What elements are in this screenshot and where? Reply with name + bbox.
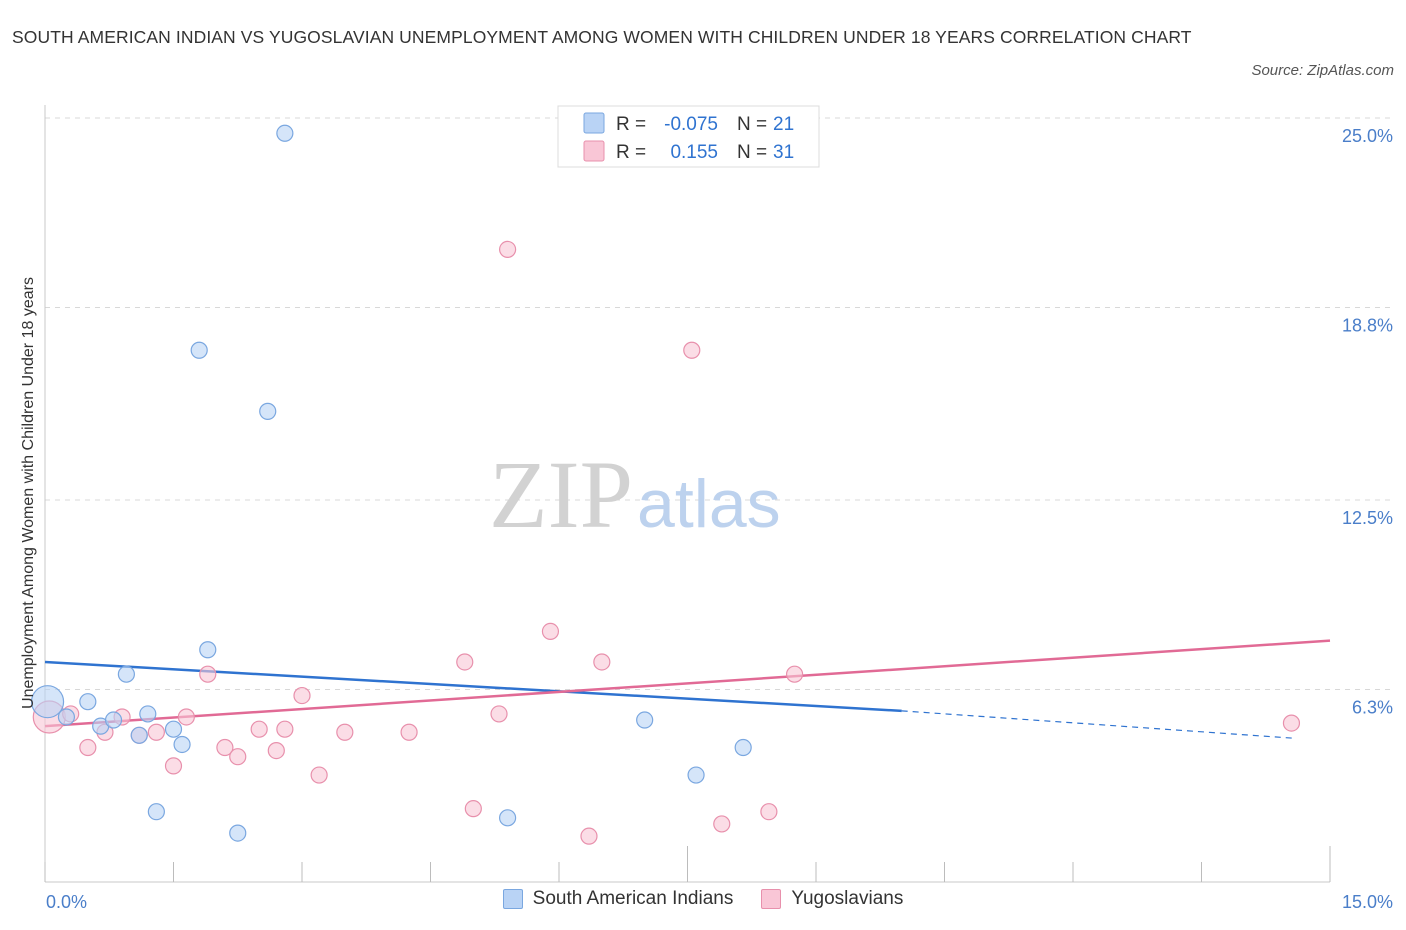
yugoslavian-point <box>79 738 97 757</box>
yugoslavian-point <box>785 665 804 683</box>
yugoslavian-point <box>229 748 247 766</box>
yugoslavian-point <box>147 723 165 741</box>
yugoslavian-point <box>276 720 294 738</box>
south-american-indian-point <box>259 402 277 420</box>
south-american-indian-point <box>199 641 217 659</box>
chart-title: SOUTH AMERICAN INDIAN VS YUGOSLAVIAN UNE… <box>12 27 1192 47</box>
south-american-indian-point <box>79 693 97 711</box>
yugoslavian-point <box>164 757 183 775</box>
legend-r-label: R = <box>616 114 646 135</box>
yugoslavian-point <box>760 803 778 821</box>
x-tick-label: 15.0% <box>1342 892 1393 912</box>
legend-item-south-american-indians: South American Indians <box>502 888 734 910</box>
yugoslavian-point <box>310 766 328 784</box>
south-american-indian-trendline <box>44 660 902 713</box>
yugoslavian-trendline <box>44 639 1331 728</box>
correlation-legend: R = -0.075 N = 21 R = 0.155 N = 31 <box>557 105 820 168</box>
legend-label: Yugoslavians <box>791 888 904 909</box>
south-american-indian-point <box>117 665 135 683</box>
south-american-indian-point <box>164 720 183 738</box>
south-american-indian-point <box>30 685 65 719</box>
south-american-indian-point <box>687 766 705 784</box>
yugoslavian-point <box>336 723 354 741</box>
legend-n-label: N = <box>737 114 767 135</box>
yugoslavian-point <box>177 708 195 726</box>
y-tick-label: 12.5% <box>1342 508 1393 528</box>
south-american-indian-point <box>734 738 752 757</box>
legend-r-value: -0.075 <box>664 114 718 135</box>
yugoslavian-point <box>250 720 268 738</box>
yugoslavian-point <box>580 827 598 845</box>
yugoslavian-point <box>456 653 474 671</box>
yugoslavian-point <box>199 665 217 683</box>
south-american-indian-point <box>190 341 208 359</box>
south-american-indian-point <box>173 735 191 754</box>
legend-label: South American Indians <box>532 888 734 909</box>
yugoslavian-point <box>400 723 418 741</box>
legend-swatch-blue <box>583 112 605 134</box>
y-tick-label: 6.3% <box>1352 697 1393 717</box>
yugoslavian-point <box>683 341 701 359</box>
y-axis-label: Unemployment Among Women with Children U… <box>20 277 37 709</box>
y-tick-label: 18.8% <box>1342 315 1393 335</box>
yugoslavian-point <box>267 741 285 760</box>
south-american-indian-point <box>499 809 517 827</box>
yugoslavian-point <box>541 622 560 641</box>
yugoslavian-point <box>293 686 311 705</box>
svg-text:ZIP: ZIP <box>489 441 633 548</box>
legend-n-value: 21 <box>773 114 794 135</box>
series-legend: South American Indians Yugoslavians <box>0 888 1406 910</box>
south-american-indian-point <box>104 711 123 729</box>
yugoslavian-point <box>713 815 731 833</box>
legend-swatch-pink <box>761 889 782 909</box>
south-american-indian-point <box>276 124 294 142</box>
source-label: Source: ZipAtlas.com <box>1251 62 1394 79</box>
yugoslavian-point <box>490 705 508 723</box>
south-american-indian-point <box>57 708 76 726</box>
legend-r-value: 0.155 <box>670 142 718 163</box>
legend-swatch-blue <box>502 889 523 909</box>
yugoslavian-point <box>593 653 611 671</box>
yugoslavian-point <box>499 240 517 259</box>
yugoslavian-point <box>464 800 482 818</box>
south-american-indian-point <box>636 711 654 729</box>
south-american-indian-point <box>130 726 148 744</box>
legend-n-label: N = <box>737 142 767 163</box>
yugoslavian-point <box>1282 714 1301 732</box>
legend-swatch-pink <box>583 140 605 162</box>
south-american-indian-point <box>147 803 165 821</box>
yugoslavian-point <box>216 738 234 757</box>
y-tick-label: 25.0% <box>1342 126 1393 146</box>
legend-item-yugoslavians: Yugoslavians <box>761 888 903 910</box>
south-american-indian-point <box>139 705 157 723</box>
south-american-indian-trendline-extension <box>901 710 1296 739</box>
legend-n-value: 31 <box>773 142 794 163</box>
legend-r-label: R = <box>616 142 646 163</box>
x-tick-label: 0.0% <box>46 892 87 912</box>
south-american-indian-point <box>229 824 247 842</box>
svg-text:atlas: atlas <box>637 466 781 542</box>
zipatlas-watermark: ZIP atlas <box>489 441 781 548</box>
